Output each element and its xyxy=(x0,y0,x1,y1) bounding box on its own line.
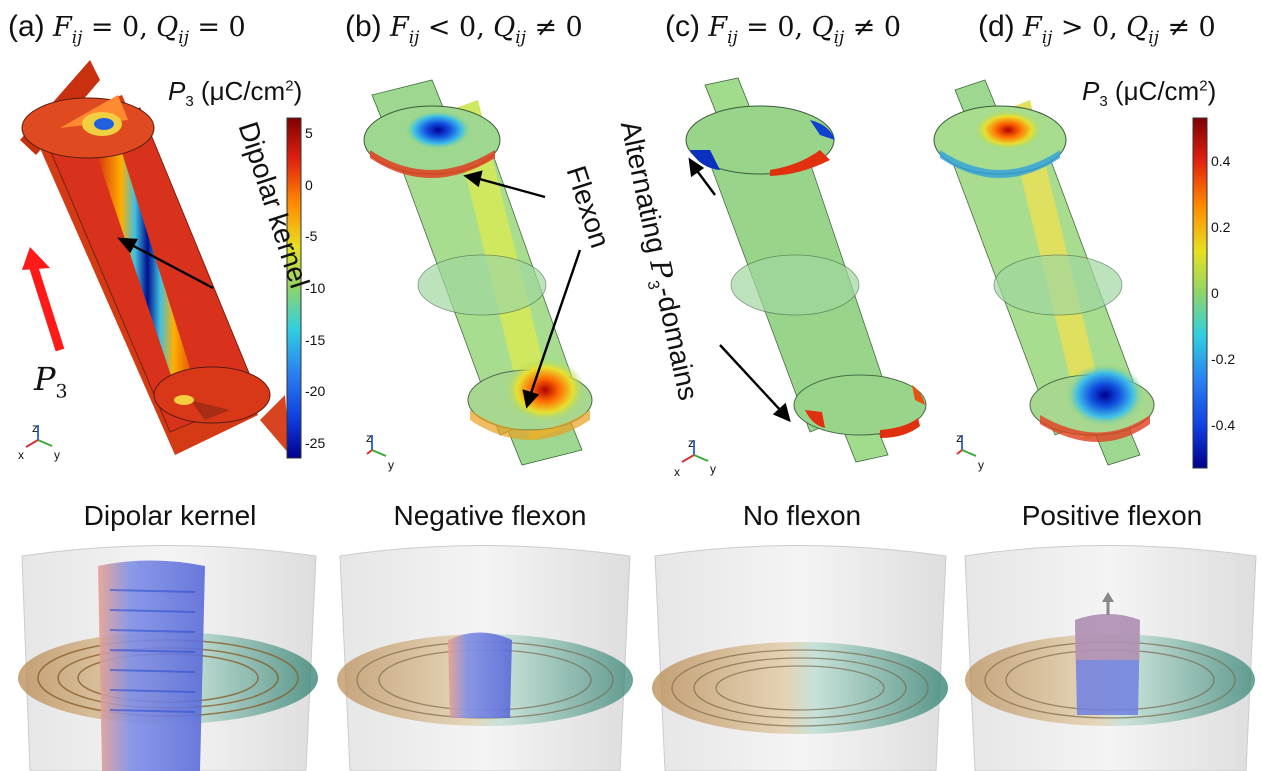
colorbar-tick: 0 xyxy=(1211,285,1219,301)
colorbar-left-ticks: 5 0 -5 -10 -15 -20 -25 xyxy=(305,118,345,458)
panel-a-cylinder xyxy=(20,60,290,455)
axis-x-label-c: x xyxy=(674,465,680,479)
vortex-render-no-flexon xyxy=(652,545,948,771)
axis-y-label-d: y xyxy=(978,458,984,472)
colorbar-tick: -0.4 xyxy=(1211,417,1236,434)
colorbar-right-title: P3 (μC/cm2) xyxy=(1082,76,1217,111)
colorbar-tick: 0.4 xyxy=(1211,152,1231,169)
vortex-render-negative-flexon xyxy=(337,545,633,771)
axis-triad-c xyxy=(681,440,709,463)
bottom-title-dipolar-kernel: Dipolar kernel xyxy=(83,500,257,531)
colorbar-tick: -10 xyxy=(305,280,326,296)
panel-a-title: (a) Fij = 0, Qij = 0 xyxy=(8,10,246,48)
vortex-render-dipolar-kernel xyxy=(18,545,318,771)
annotation-arrows xyxy=(117,157,791,423)
axis-triad-a xyxy=(25,425,53,448)
colorbar-tick: -5 xyxy=(305,228,318,245)
colorbar-left xyxy=(286,117,302,459)
axis-z-label-c: z xyxy=(688,436,694,450)
axis-x-label-a: x xyxy=(18,448,24,462)
panel-b-title: (b) Fij < 0, Qij ≠ 0 xyxy=(345,10,583,48)
colorbar-tick: -25 xyxy=(305,434,326,451)
axis-y-label-c: y xyxy=(710,462,716,476)
axis-y-label-a: y xyxy=(54,448,60,462)
panel-c-cylinder xyxy=(685,77,927,463)
bottom-title-positive-flexon: Positive flexon xyxy=(1021,500,1203,531)
bottom-panels-canvas xyxy=(18,545,1257,771)
panel-b-cylinder xyxy=(363,79,593,466)
colorbar-right xyxy=(1192,117,1208,469)
colorbar-tick: 5 xyxy=(305,125,313,142)
p3-arrow-label: P3 xyxy=(34,360,68,403)
axis-triad-d xyxy=(956,435,977,457)
colorbar-tick: -15 xyxy=(305,331,326,348)
bottom-title-no-flexon: No flexon xyxy=(742,500,862,531)
colorbar-tick: 0 xyxy=(305,176,313,193)
axis-z-label-a: z xyxy=(32,421,38,435)
colorbar-tick: 0.2 xyxy=(1211,218,1231,235)
axis-triad-b xyxy=(366,435,387,457)
axis-y-label-b: y xyxy=(388,458,394,472)
bottom-title-negative-flexon: Negative flexon xyxy=(393,500,587,531)
top-panels-canvas xyxy=(20,60,1208,469)
colorbar-right-ticks: 0.4 0.2 0 -0.2 -0.4 xyxy=(1211,118,1256,468)
panel-c-title: (c) Fij = 0, Qij ≠ 0 xyxy=(665,10,902,48)
axis-z-label-b: z xyxy=(366,431,372,445)
panel-d-title: (d) Fij > 0, Qij ≠ 0 xyxy=(978,10,1216,48)
panel-d-cylinder xyxy=(933,79,1155,466)
p3-direction-arrow xyxy=(22,247,65,352)
colorbar-tick: -20 xyxy=(305,383,326,400)
axis-z-label-d: z xyxy=(956,431,962,445)
colorbar-left-title: P3 (μC/cm2) xyxy=(168,76,303,111)
vortex-render-positive-flexon xyxy=(964,545,1257,771)
colorbar-tick: -0.2 xyxy=(1211,351,1236,368)
